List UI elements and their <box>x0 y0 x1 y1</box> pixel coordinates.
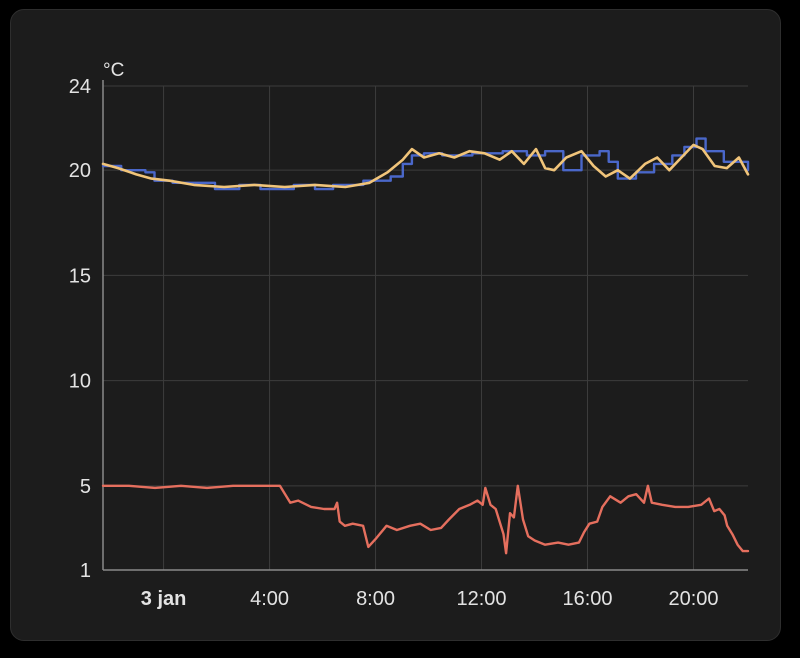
x-tick-label: 4:00 <box>250 588 289 610</box>
y-tick-label: 10 <box>69 371 91 393</box>
series-line <box>101 484 750 555</box>
series-line <box>101 143 750 189</box>
x-tick-label: 20:00 <box>668 588 718 610</box>
y-tick-label: 1 <box>80 560 91 582</box>
chart-card <box>10 9 781 641</box>
y-tick-label: 5 <box>80 476 91 498</box>
series-line <box>101 137 750 191</box>
x-tick-label: 3 jan <box>141 588 187 610</box>
x-tick-label: 8:00 <box>356 588 395 610</box>
x-tick-label: 12:00 <box>456 588 506 610</box>
y-tick-label: 15 <box>69 265 91 287</box>
x-tick-label: 16:00 <box>562 588 612 610</box>
y-tick-label: 24 <box>69 76 91 98</box>
y-tick-label: 20 <box>69 160 91 182</box>
y-axis-unit-label: °C <box>103 60 124 81</box>
